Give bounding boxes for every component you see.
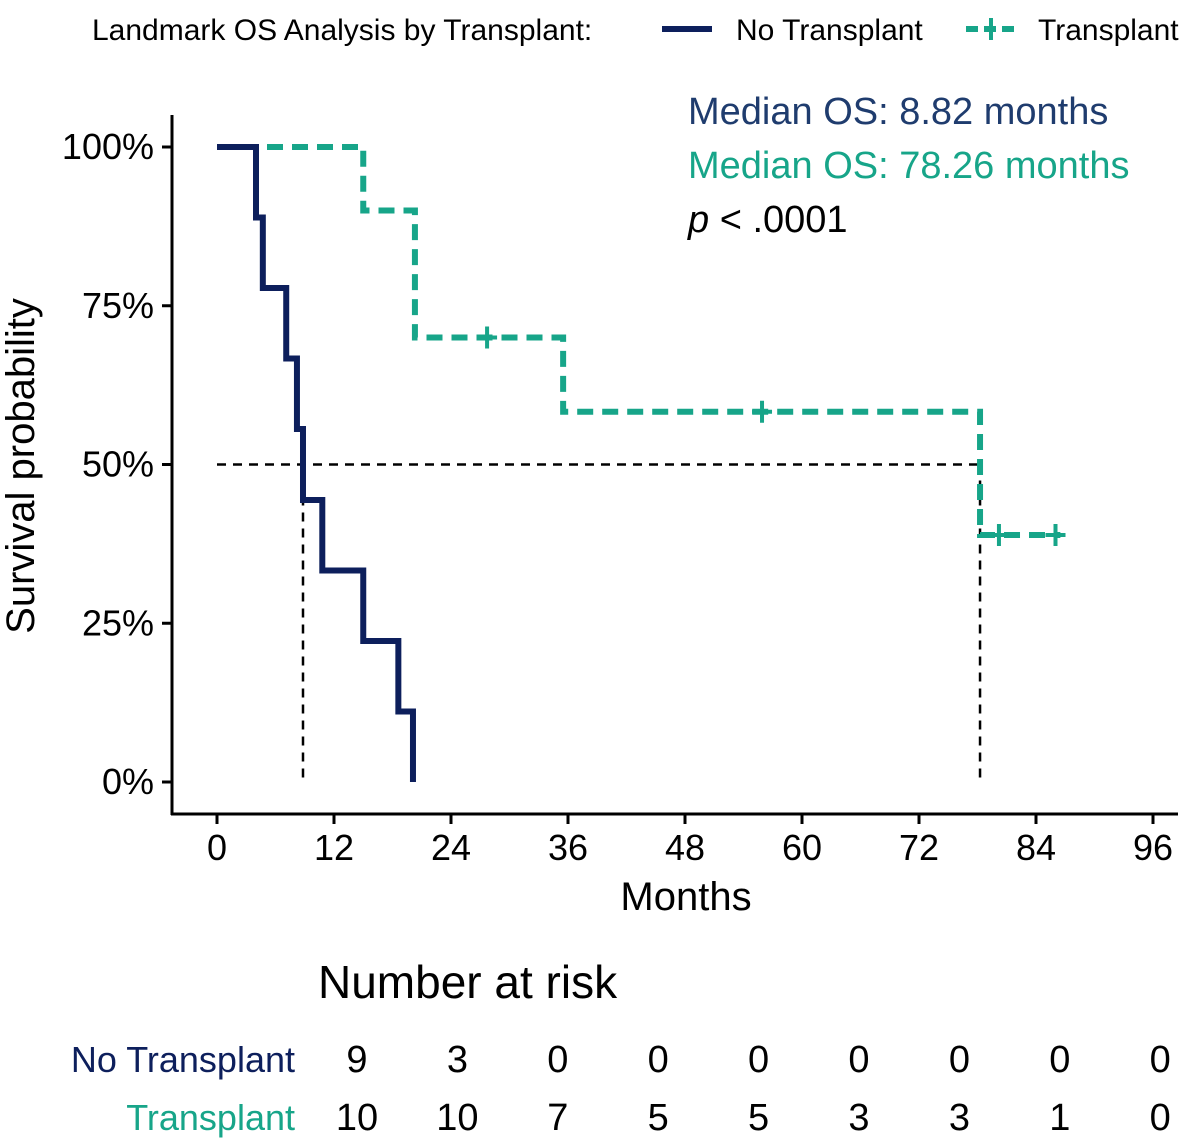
p-value: p < .0001 — [687, 199, 848, 241]
risk-cell: 10 — [336, 1097, 378, 1139]
risk-cell: 9 — [346, 1039, 367, 1081]
curve-transplant — [217, 144, 1061, 538]
risk-cell: 0 — [1150, 1097, 1171, 1139]
legend-transplant-label: Transplant — [1038, 14, 1179, 47]
risk-row-label-transplant: Transplant — [126, 1097, 295, 1138]
p-value-symbol: p — [687, 199, 709, 241]
censor-mark — [477, 326, 498, 349]
risk-table-cells: 9 3 0 0 0 0 0 0 010 10 7 5 5 3 3 1 0 — [336, 1039, 1171, 1139]
y-tick-label: 75% — [82, 285, 154, 326]
p-value-text: < .0001 — [709, 199, 847, 241]
censor-mark — [988, 523, 1009, 546]
risk-cell: 5 — [648, 1097, 669, 1139]
y-tick-label: 25% — [82, 602, 154, 643]
annotations: Median OS: 8.82 months Median OS: 78.26 … — [687, 91, 1129, 241]
risk-cell: 0 — [848, 1039, 869, 1081]
legend: Landmark OS Analysis by Transplant: No T… — [92, 14, 1179, 47]
risk-table: Number at risk No Transplant Transplant … — [71, 956, 1171, 1139]
risk-cell: 5 — [748, 1097, 769, 1139]
risk-cell: 0 — [949, 1039, 970, 1081]
median-os-no-transplant: Median OS: 8.82 months — [688, 91, 1108, 133]
x-tick-label: 24 — [431, 827, 471, 868]
risk-table-title: Number at risk — [318, 956, 618, 1008]
axes: 0 12 24 36 48 60 72 84 96 0% 25% 50% 75% 100% Months… — [0, 115, 1178, 919]
curve-no-transplant — [217, 144, 416, 782]
y-tick-label: 0% — [102, 761, 154, 802]
risk-cell: 3 — [848, 1097, 869, 1139]
y-tick-label: 100% — [62, 126, 154, 167]
x-ticks: 0 12 24 36 48 60 72 84 96 — [207, 814, 1173, 868]
x-tick-label: 96 — [1133, 827, 1173, 868]
legend-title: Landmark OS Analysis by Transplant: — [92, 14, 592, 47]
x-tick-label: 0 — [207, 827, 227, 868]
legend-no-transplant-label: No Transplant — [736, 14, 923, 47]
risk-cell: 0 — [1049, 1039, 1070, 1081]
x-tick-label: 84 — [1016, 827, 1056, 868]
risk-cell: 3 — [949, 1097, 970, 1139]
y-ticks: 0% 25% 50% 75% 100% — [62, 126, 172, 802]
x-axis-label: Months — [620, 875, 751, 919]
risk-cell: 3 — [447, 1039, 468, 1081]
risk-cell: 7 — [547, 1097, 568, 1139]
survival-curves — [217, 144, 1066, 782]
censor-mark — [1045, 523, 1066, 546]
x-tick-label: 60 — [782, 827, 822, 868]
x-tick-label: 72 — [899, 827, 939, 868]
risk-cell: 0 — [748, 1039, 769, 1081]
x-tick-label: 36 — [548, 827, 588, 868]
risk-cell: 0 — [648, 1039, 669, 1081]
median-os-transplant: Median OS: 78.26 months — [688, 145, 1129, 187]
risk-cell: 0 — [1150, 1039, 1171, 1081]
risk-cell: 0 — [547, 1039, 568, 1081]
y-axis-label: Survival probability — [0, 298, 43, 634]
x-tick-label: 48 — [665, 827, 705, 868]
censor-mark — [752, 400, 773, 423]
median-reference-lines — [217, 463, 982, 782]
risk-cell: 10 — [436, 1097, 478, 1139]
risk-row-label-no-transplant: No Transplant — [71, 1039, 295, 1080]
risk-cell: 1 — [1049, 1097, 1070, 1139]
x-tick-label: 12 — [314, 827, 354, 868]
y-tick-label: 50% — [82, 444, 154, 485]
